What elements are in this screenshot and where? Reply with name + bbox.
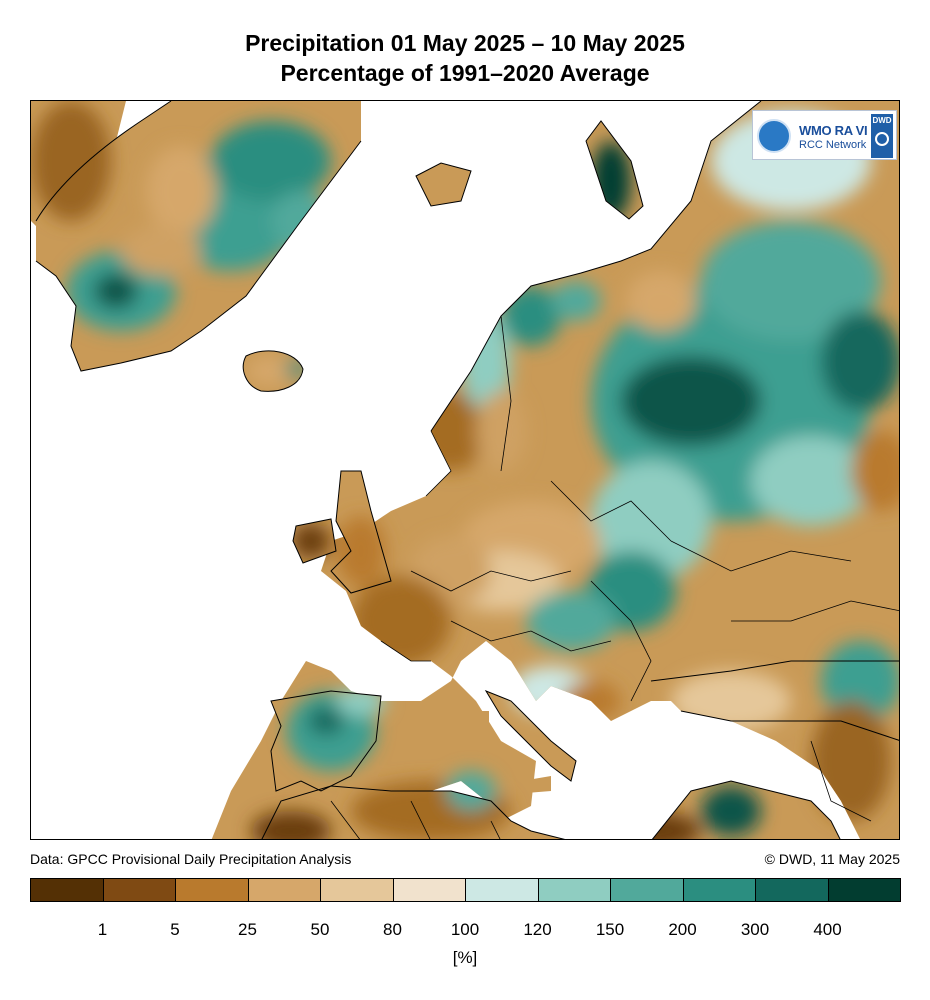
legend-tick-label: 50 xyxy=(310,920,330,939)
legend-tick-label: 100 xyxy=(450,920,480,939)
dwd-swirl-icon xyxy=(875,132,889,146)
legend-swatch xyxy=(102,878,176,902)
legend-tick-label: 200 xyxy=(668,920,697,939)
legend-tick-label: 300 xyxy=(740,920,770,939)
legend-swatch xyxy=(755,878,829,902)
legend-tick-label: 80 xyxy=(383,920,402,939)
legend-tick-label: 1 xyxy=(97,920,108,939)
wmo-rcc-logo: WMO RA VI RCC Network DWD xyxy=(752,110,897,160)
legend-tick-label: 400 xyxy=(813,920,842,939)
dwd-badge: DWD xyxy=(871,114,893,158)
legend-swatch xyxy=(827,878,901,902)
legend-colorbar xyxy=(30,878,901,902)
logo-network-text: RCC Network xyxy=(799,139,867,151)
legend-swatch xyxy=(682,878,756,902)
dwd-badge-text: DWD xyxy=(872,116,892,125)
legend-tick-label: 25 xyxy=(238,920,257,939)
legend-swatch xyxy=(392,878,466,902)
legend-tick-label: 150 xyxy=(595,920,625,939)
map-title: Precipitation 01 May 2025 – 10 May 2025 xyxy=(245,30,685,56)
copyright-note: © DWD, 11 May 2025 xyxy=(764,851,900,867)
legend-swatch xyxy=(320,878,394,902)
wmo-globe-icon xyxy=(757,119,791,153)
data-source-note: Data: GPCC Provisional Daily Precipitati… xyxy=(30,851,352,867)
legend-swatch xyxy=(175,878,249,902)
map-canvas xyxy=(31,101,899,839)
precipitation-map: WMO RA VI RCC Network DWD xyxy=(30,100,900,840)
legend-swatch xyxy=(610,878,684,902)
legend-swatch xyxy=(465,878,539,902)
legend-tick-label: 5 xyxy=(170,920,180,939)
legend-swatch xyxy=(247,878,321,902)
legend-swatch xyxy=(30,878,104,902)
legend-unit: [%] xyxy=(452,948,478,967)
coastlines xyxy=(35,101,899,839)
map-subtitle: Percentage of 1991–2020 Average xyxy=(280,60,650,86)
logo-org-text: WMO RA VI xyxy=(799,123,868,138)
legend-tick-label: 120 xyxy=(523,920,552,939)
legend-swatch xyxy=(537,878,611,902)
country-borders xyxy=(330,315,899,839)
